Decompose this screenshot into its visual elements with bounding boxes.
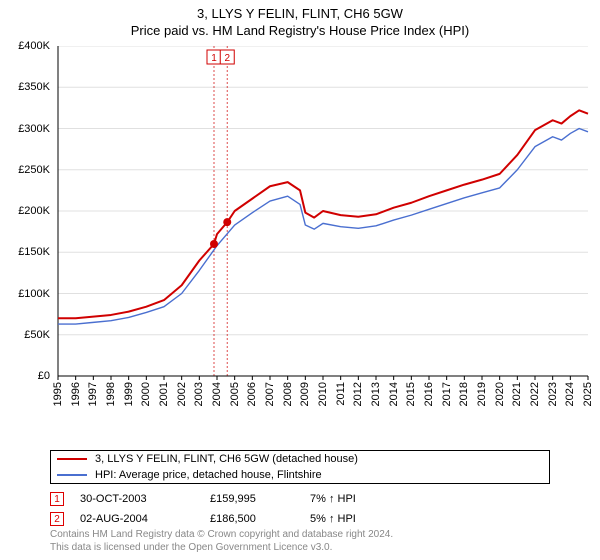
x-axis-label: 1999 (123, 382, 135, 406)
y-axis-label: £0 (8, 370, 50, 382)
legend-label: HPI: Average price, detached house, Flin… (95, 469, 322, 481)
y-axis-label: £100K (8, 288, 50, 300)
x-axis-label: 2012 (352, 382, 364, 406)
x-axis-label: 2010 (317, 382, 329, 406)
chart-title: 3, LLYS Y FELIN, FLINT, CH6 5GW (0, 0, 600, 23)
x-axis-label: 1998 (105, 382, 117, 406)
sale-marker-icon: 2 (50, 512, 64, 526)
x-axis-label: 2011 (335, 382, 347, 406)
sale-marker-icon: 1 (50, 492, 64, 506)
x-axis-label: 1997 (87, 382, 99, 406)
y-axis-label: £350K (8, 81, 50, 93)
x-axis-label: 2021 (511, 382, 523, 406)
x-axis-label: 2023 (547, 382, 559, 406)
legend-item: 3, LLYS Y FELIN, FLINT, CH6 5GW (detache… (51, 451, 549, 467)
y-axis-label: £300K (8, 123, 50, 135)
chart-area: 12 £0£50K£100K£150K£200K£250K£300K£350K£… (8, 46, 592, 406)
x-axis-label: 2025 (582, 382, 594, 406)
footer-line: This data is licensed under the Open Gov… (50, 542, 393, 555)
sale-pct: 5% ↑ HPI (310, 513, 430, 525)
x-axis-label: 2014 (388, 382, 400, 406)
x-axis-label: 2004 (211, 382, 223, 406)
svg-text:2: 2 (224, 53, 230, 64)
legend-label: 3, LLYS Y FELIN, FLINT, CH6 5GW (detache… (95, 453, 358, 465)
x-axis-label: 2008 (282, 382, 294, 406)
legend-swatch (57, 474, 87, 476)
x-axis-label: 2016 (423, 382, 435, 406)
sale-row: 2 02-AUG-2004 £186,500 5% ↑ HPI (50, 512, 570, 526)
x-axis-label: 2002 (176, 382, 188, 406)
x-axis-label: 2015 (405, 382, 417, 406)
sale-price: £186,500 (210, 513, 310, 525)
y-axis-label: £400K (8, 40, 50, 52)
svg-text:1: 1 (211, 53, 217, 64)
x-axis-label: 2005 (229, 382, 241, 406)
sale-row: 1 30-OCT-2003 £159,995 7% ↑ HPI (50, 492, 570, 506)
y-axis-label: £150K (8, 246, 50, 258)
y-axis-label: £250K (8, 164, 50, 176)
x-axis-label: 2022 (529, 382, 541, 406)
footer-line: Contains HM Land Registry data © Crown c… (50, 529, 393, 542)
x-axis-label: 2006 (246, 382, 258, 406)
x-axis-label: 2020 (494, 382, 506, 406)
line-chart-svg: 12 (8, 46, 592, 406)
x-axis-label: 2009 (299, 382, 311, 406)
sale-date: 30-OCT-2003 (80, 493, 210, 505)
sale-pct: 7% ↑ HPI (310, 493, 430, 505)
y-axis-label: £50K (8, 329, 50, 341)
footer-attribution: Contains HM Land Registry data © Crown c… (50, 529, 393, 554)
legend-item: HPI: Average price, detached house, Flin… (51, 467, 549, 483)
sale-date: 02-AUG-2004 (80, 513, 210, 525)
legend: 3, LLYS Y FELIN, FLINT, CH6 5GW (detache… (50, 450, 550, 484)
x-axis-label: 2018 (458, 382, 470, 406)
legend-swatch (57, 458, 87, 460)
x-axis-label: 2001 (158, 382, 170, 406)
y-axis-label: £200K (8, 205, 50, 217)
x-axis-label: 2007 (264, 382, 276, 406)
x-axis-label: 2013 (370, 382, 382, 406)
x-axis-label: 1995 (52, 382, 64, 406)
x-axis-label: 2000 (140, 382, 152, 406)
x-axis-label: 2024 (564, 382, 576, 406)
x-axis-label: 1996 (70, 382, 82, 406)
chart-subtitle: Price paid vs. HM Land Registry's House … (0, 23, 600, 42)
x-axis-label: 2019 (476, 382, 488, 406)
sale-price: £159,995 (210, 493, 310, 505)
x-axis-label: 2003 (193, 382, 205, 406)
x-axis-label: 2017 (441, 382, 453, 406)
